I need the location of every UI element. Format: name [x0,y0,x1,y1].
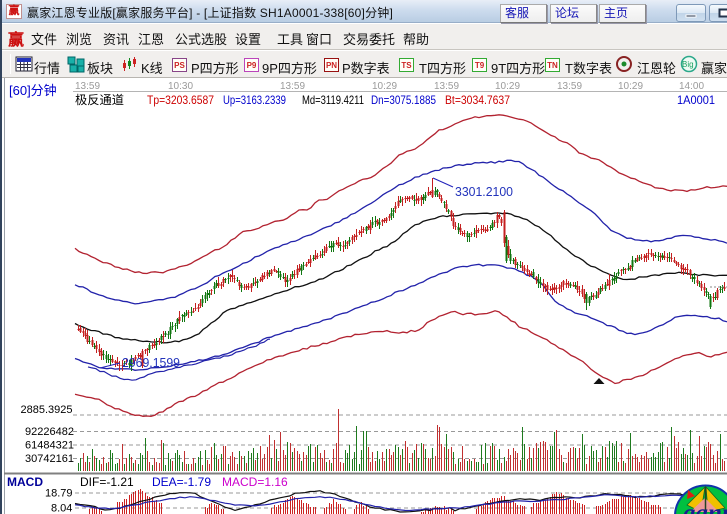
svg-text:Md=3119.4211: Md=3119.4211 [302,93,364,107]
svg-text:92226482: 92226482 [25,426,74,438]
svg-text:10:30: 10:30 [168,81,193,92]
svg-text:DIF=-1.21: DIF=-1.21 [80,475,134,489]
svg-text:2885.3925: 2885.3925 [21,404,73,416]
svg-text:极反通道: 极反通道 [75,93,124,107]
svg-text:Dn=3075.1885: Dn=3075.1885 [371,93,436,107]
svg-text:10:29: 10:29 [618,81,643,92]
svg-text:13:59: 13:59 [280,81,305,92]
svg-text:10:29: 10:29 [372,81,397,92]
svg-text:13:59: 13:59 [75,81,100,92]
svg-text:Tp=3203.6587: Tp=3203.6587 [147,93,214,107]
svg-text:Bt=3034.7637: Bt=3034.7637 [445,93,510,107]
svg-text:[60]分钟: [60]分钟 [9,83,57,98]
svg-text:MACD: MACD [7,475,43,489]
svg-text:13:59: 13:59 [434,81,459,92]
svg-text:DEA=-1.79: DEA=-1.79 [152,475,211,489]
svg-text:8.04: 8.04 [51,503,72,514]
svg-text:MACD=1.16: MACD=1.16 [222,475,288,489]
svg-text:gann: gann [682,500,727,514]
svg-text:30742161: 30742161 [25,453,74,465]
svg-text:18.79: 18.79 [45,488,73,500]
svg-text:1A0001: 1A0001 [677,93,715,107]
svg-text:61484321: 61484321 [25,440,74,452]
svg-text:Big: Big [682,60,694,69]
svg-text:10:29: 10:29 [495,81,520,92]
svg-text:14:00: 14:00 [679,81,704,92]
svg-text:13:59: 13:59 [557,81,582,92]
svg-text:Up=3163.2339: Up=3163.2339 [223,93,286,107]
svg-text:2969.1599: 2969.1599 [122,355,180,370]
svg-text:3301.2100: 3301.2100 [455,184,513,199]
